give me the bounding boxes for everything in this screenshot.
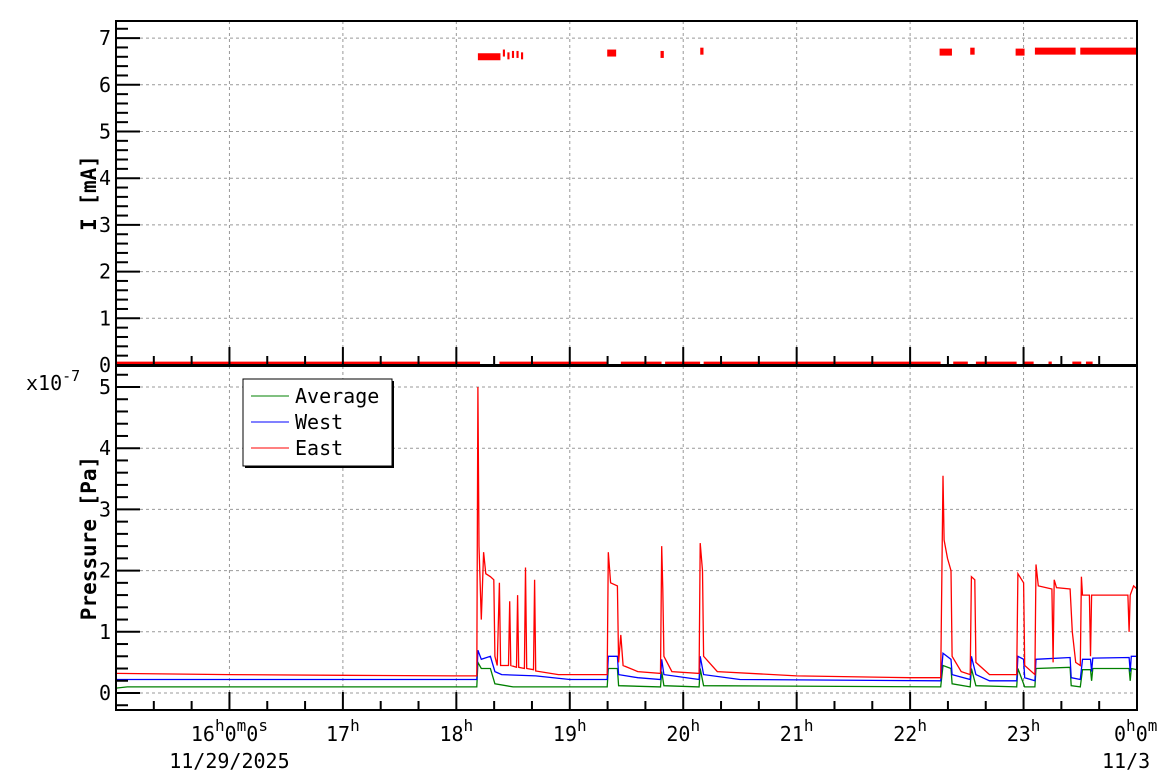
x-tick-label-unit: h <box>215 716 225 735</box>
multiplier-exponent: -7 <box>62 367 80 385</box>
x-tick-label-unit: h <box>464 716 474 735</box>
x-tick-label: 20h <box>666 716 700 746</box>
x-date-label: 11/3 <box>1102 749 1150 773</box>
pressure-y-tick-label: 2 <box>99 559 111 583</box>
x-tick-label-value: 21 <box>780 722 804 746</box>
x-tick-label-unit: m <box>237 716 247 735</box>
x-tick-label-value: 22 <box>893 722 917 746</box>
current-y-tick-label: 7 <box>99 26 111 50</box>
pressure-y-tick-label: 0 <box>99 681 111 705</box>
x-tick-label-value: 17 <box>326 722 350 746</box>
x-tick-label-unit: h <box>917 716 927 735</box>
x-date-label: 11/29/2025 <box>169 749 289 773</box>
pressure-y-tick-label: 1 <box>99 620 111 644</box>
current-y-tick-label: 2 <box>99 260 111 284</box>
current-y-tick-label: 0 <box>99 353 111 377</box>
series-line-east <box>115 386 1138 679</box>
pressure-y-axis-title: Pressure [Pa] <box>77 456 101 620</box>
pressure-y-tick-label: 4 <box>99 436 111 460</box>
x-tick-label: 19h <box>553 716 587 746</box>
x-tick-label-value: 0 <box>225 722 237 746</box>
x-tick-label: 23h <box>1007 716 1041 746</box>
x-tick-label: 17h <box>326 716 360 746</box>
x-tick-label-unit: h <box>1031 716 1041 735</box>
x-tick-label: 22h <box>893 716 927 746</box>
x-tick-label: 0h0m <box>1114 716 1157 746</box>
x-tick-label: 18h <box>439 716 473 746</box>
x-tick-label-unit: h <box>804 716 814 735</box>
multiplier-base: x10 <box>26 371 62 395</box>
series-line-average <box>115 660 1138 689</box>
x-tick-label-value: 0 <box>1136 722 1148 746</box>
x-tick-label: 21h <box>780 716 814 746</box>
legend-label-east: East <box>295 436 343 460</box>
pressure-y-multiplier: x10-7 <box>26 367 80 395</box>
current-plot-area <box>116 21 1137 365</box>
current-y-tick-label: 4 <box>99 166 111 190</box>
legend-label-west: West <box>295 410 343 434</box>
x-tick-label-unit: h <box>690 716 700 735</box>
current-panel: 0 1 2 3 4 5 6 7 <box>99 20 1138 377</box>
legend-label-average: Average <box>295 384 379 408</box>
x-tick-label-value: 19 <box>553 722 577 746</box>
legend: Average West East <box>242 378 394 468</box>
x-tick-label-value: 16 <box>191 722 215 746</box>
x-tick-label-unit: s <box>258 716 268 735</box>
current-y-tick-label: 5 <box>99 120 111 144</box>
x-tick-label-value: 0 <box>1114 722 1126 746</box>
pressure-y-tick-label: 5 <box>99 375 111 399</box>
pressure-frame <box>115 365 1138 711</box>
x-tick-label-unit: h <box>1126 716 1136 735</box>
x-tick-label-value: 23 <box>1007 722 1031 746</box>
series-line-west <box>116 649 1137 682</box>
x-tick-label: 16h0m0s <box>191 716 268 746</box>
x-tick-label-unit: m <box>1148 716 1158 735</box>
pressure-y-tick-label: 3 <box>99 497 111 521</box>
x-tick-label-value: 18 <box>439 722 463 746</box>
x-tick-label-value: 0 <box>246 722 258 746</box>
current-y-axis-title: I [mA] <box>77 155 101 231</box>
x-tick-label-value: 20 <box>666 722 690 746</box>
current-y-tick-label: 1 <box>99 306 111 330</box>
current-y-tick-label: 3 <box>99 213 111 237</box>
current-y-tick-label: 6 <box>99 73 111 97</box>
x-tick-label-unit: h <box>577 716 587 735</box>
x-tick-label-unit: h <box>350 716 360 735</box>
